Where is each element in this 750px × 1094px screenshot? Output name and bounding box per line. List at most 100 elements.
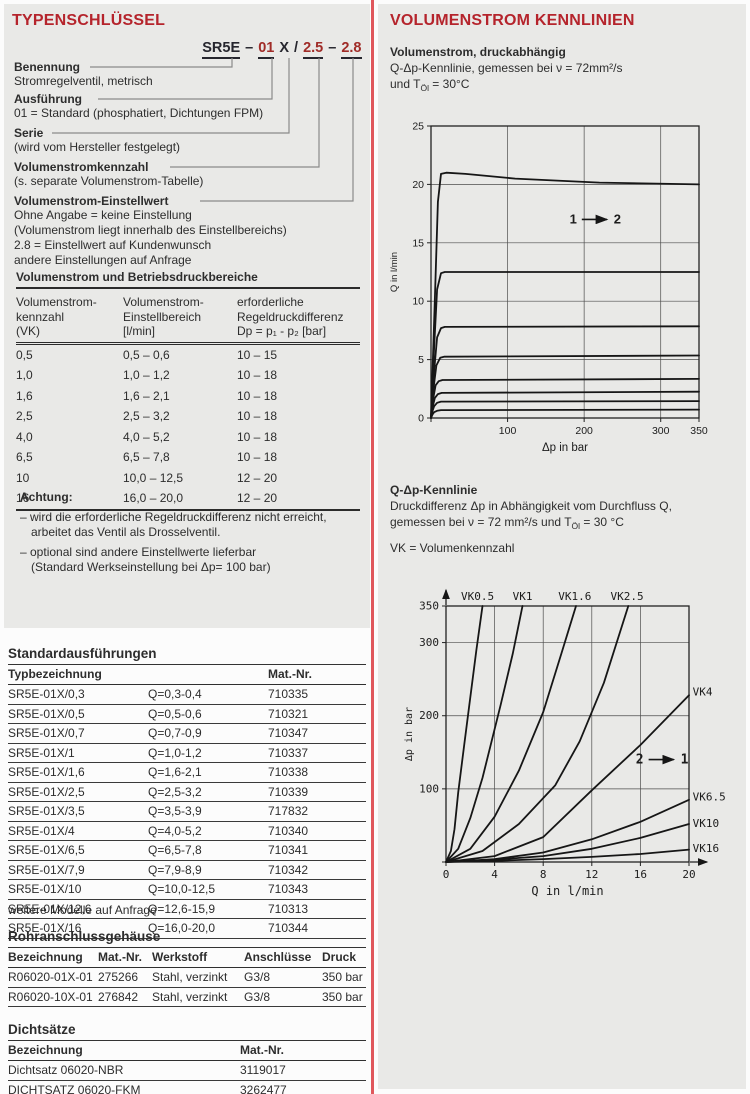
svg-text:200: 200 xyxy=(419,709,439,722)
standard-row: SR5E-01X/6,5 Q=6,5-7,8 710341 xyxy=(8,840,366,861)
type-code-segment: X xyxy=(279,40,290,56)
svg-text:5: 5 xyxy=(418,354,424,366)
druckbereiche-row: 0,5 0,5 – 0,6 10 – 15 xyxy=(16,347,278,362)
svg-text:15: 15 xyxy=(412,237,424,249)
achtung-title: Achtung: xyxy=(20,490,73,504)
dichtsaetze-row: DICHTSATZ 06020-FKM 3262477 xyxy=(8,1080,366,1094)
achtung-note: Achtung: – wird die erforderliche Regeld… xyxy=(20,490,356,575)
entry-label: Serie xyxy=(14,126,44,140)
standard-row: SR5E-01X/1 Q=1,0-1,2 710337 xyxy=(8,743,366,763)
standard-row: SR5E-01X/0,3 Q=0,3-0,4 710335 xyxy=(8,684,366,705)
svg-text:0: 0 xyxy=(418,413,424,425)
chart1-intro: Volumenstrom, druckabhängig Q-Δp-Kennlin… xyxy=(390,45,623,93)
type-code-segment: 2.5 xyxy=(303,40,324,59)
type-code-segment: / xyxy=(294,40,299,56)
standard-row: SR5E-01X/0,7 Q=0,7-0,9 710347 xyxy=(8,723,366,744)
entry-line: 2.8 = Einstellwert auf Kundenwunsch xyxy=(14,238,212,252)
rohranschlussgehaeuse-title: Rohranschlussgehäuse xyxy=(8,929,366,948)
gehaeuse-header-row: Bezeichnung Mat.-Nr. Werkstoff Anschlüsse Dr… xyxy=(8,948,366,968)
standard-row: SR5E-01X/3,5 Q=3,5-3,9 717832 xyxy=(8,801,366,822)
svg-text:2: 2 xyxy=(614,211,621,226)
svg-text:20: 20 xyxy=(682,868,695,881)
svg-text:0: 0 xyxy=(443,868,450,881)
svg-text:300: 300 xyxy=(419,636,439,649)
standard-row: SR5E-01X/10 Q=10,0-12,5 710343 xyxy=(8,879,366,900)
entry-label: Benennung xyxy=(14,60,80,74)
typecode-entry-benennung: Benennung Stromregelventil, metrisch xyxy=(14,60,153,89)
druckbereiche-row: 10 10,0 – 12,5 12 – 20 xyxy=(16,470,278,485)
kennlinien-title: VOLUMENSTROM KENNLINIEN xyxy=(390,12,635,29)
type-code-segment: – xyxy=(328,40,337,56)
svg-text:Δp in bar: Δp in bar xyxy=(542,442,588,454)
svg-text:300: 300 xyxy=(652,425,670,437)
standard-row: SR5E-01X/0,5 Q=0,5-0,6 710321 xyxy=(8,704,366,724)
svg-text:VK0.5: VK0.5 xyxy=(461,590,494,603)
achtung-item: – optional sind andere Einstellwerte lie… xyxy=(20,545,271,574)
standardausfuehrungen-title: Standardausführungen xyxy=(8,646,366,665)
svg-text:200: 200 xyxy=(575,425,593,437)
entry-label: Ausführung xyxy=(14,92,82,106)
standardausfuehrungen-table: Typbezeichnung Mat.-Nr. SR5E-01X/0,3 Q=0,3… xyxy=(8,665,366,939)
entry-line: (Volumenstrom liegt innerhalb des Einste… xyxy=(14,223,287,237)
svg-text:350: 350 xyxy=(690,425,708,437)
dichtsaetze-row: Dichtsatz 06020-NBR 3119017 xyxy=(8,1060,366,1081)
druckbereiche-row: 2,5 2,5 – 3,2 10 – 18 xyxy=(16,409,278,423)
druckbereiche-title: Volumenstrom und Betriebsdruckbereiche xyxy=(16,270,360,289)
standard-header-row: Typbezeichnung Mat.-Nr. xyxy=(8,665,366,685)
chart2-intro: Q-Δp-Kennlinie Druckdifferenz Δp in Abhä… xyxy=(390,483,672,555)
chart1-subtitle: Volumenstrom, druckabhängig xyxy=(390,45,566,59)
chart2-subtitle: Q-Δp-Kennlinie xyxy=(390,483,478,497)
typecode-entry-kennzahl: Volumenstromkennzahl (s. separate Volume… xyxy=(14,160,203,189)
svg-text:Q in l/min: Q in l/min xyxy=(531,884,603,898)
type-code-segment: – xyxy=(245,40,254,56)
q-dp-chart: 100 200 300 350 0 5 10 15 20 25 1 2 Δp in bar Q in l/… xyxy=(389,121,708,455)
type-code-segment: 01 xyxy=(258,40,275,59)
svg-text:100: 100 xyxy=(499,425,517,437)
standard-row: SR5E-01X/1,6 Q=1,6-2,1 710338 xyxy=(8,762,366,783)
svg-text:Δp in bar: Δp in bar xyxy=(404,707,415,761)
standard-row: SR5E-01X/12,6 Q=12,6-15,9 710313 xyxy=(8,899,366,919)
standard-row: SR5E-01X/4 Q=4,0-5,2 710340 xyxy=(8,821,366,841)
druckbereiche-row: 6,5 6,5 – 7,8 10 – 18 xyxy=(16,450,278,464)
kennlinien-panel: VOLUMENSTROM KENNLINIEN Volumenstrom, dr… xyxy=(378,4,746,1089)
entry-line: Stromregelventil, metrisch xyxy=(14,74,153,88)
achtung-item: – wird die erforderliche Regeldruckdiffe… xyxy=(20,510,327,539)
typenschluessel-panel: TYPENSCHLÜSSEL SR5E –01 X/2.5–2.8 Benennun… xyxy=(4,4,370,628)
svg-text:VK1.6: VK1.6 xyxy=(558,590,591,603)
druckbereiche-row: 4,0 4,0 – 5,2 10 – 18 xyxy=(16,429,278,444)
svg-text:1: 1 xyxy=(570,211,577,226)
svg-text:VK10: VK10 xyxy=(693,817,720,830)
entry-label: Volumenstromkennzahl xyxy=(14,160,149,174)
entry-line: 01 = Standard (phosphatiert, Dichtungen … xyxy=(14,106,264,120)
standard-row: SR5E-01X/16 Q=16,0-20,0 710344 xyxy=(8,918,366,939)
gehaeuse-row: R06020-01X-01 275266 Stahl, verzinkt G3/8 35… xyxy=(8,967,366,988)
svg-text:10: 10 xyxy=(412,296,424,308)
svg-text:100: 100 xyxy=(419,782,439,795)
entry-line: (wird vom Hersteller festgelegt) xyxy=(14,140,181,154)
gehaeuse-row: R06020-10X-01 276842 Stahl, verzinkt G3/8 35… xyxy=(8,987,366,1007)
entry-label: Volumenstrom-Einstellwert xyxy=(14,194,169,208)
svg-text:1: 1 xyxy=(681,753,689,768)
entry-line: (s. separate Volumenstrom-Tabelle) xyxy=(14,174,204,188)
svg-text:8: 8 xyxy=(540,868,547,881)
type-code-segment: SR5E xyxy=(202,40,241,59)
typecode-entry-serie: Serie (wird vom Hersteller festgelegt) xyxy=(14,126,180,155)
typenschluessel-title: TYPENSCHLÜSSEL xyxy=(12,12,166,29)
svg-text:350: 350 xyxy=(419,600,439,613)
druckbereiche-table: Volumenstrom-kennzahl (VK) Volumenstrom- Ei… xyxy=(16,291,360,511)
svg-text:20: 20 xyxy=(412,179,424,191)
standard-row: SR5E-01X/2,5 Q=2,5-3,2 710339 xyxy=(8,782,366,802)
druckbereiche-header-row: Volumenstrom-kennzahl (VK) Volumenstrom- Ei… xyxy=(16,291,360,345)
column-divider xyxy=(371,0,374,1094)
typecode-entry-einstellwert: Volumenstrom-Einstellwert Ohne Angabe = … xyxy=(14,194,287,268)
svg-text:25: 25 xyxy=(412,121,424,133)
druckbereiche-block: Volumenstrom und Betriebsdruckbereiche V… xyxy=(16,270,360,511)
druckbereiche-row: 16 16,0 – 20,0 12 – 20 xyxy=(16,491,278,505)
dichtsaetze-title: Dichtsätze xyxy=(8,1022,366,1041)
svg-text:VK2.5: VK2.5 xyxy=(610,590,643,603)
svg-text:2: 2 xyxy=(636,753,644,768)
svg-text:Q in l/min: Q in l/min xyxy=(389,252,400,292)
svg-text:VK1: VK1 xyxy=(513,590,533,603)
